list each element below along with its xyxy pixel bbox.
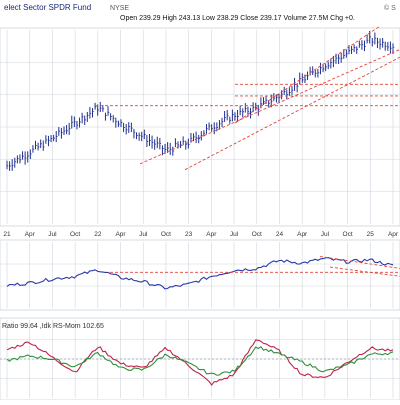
- xaxis-tick-label: 21: [3, 231, 11, 238]
- grid-layer: [0, 30, 400, 398]
- rs-line: [6, 257, 394, 290]
- xaxis-tick-label: Apr: [25, 231, 36, 238]
- xaxis-tick-label: Jul: [321, 231, 330, 238]
- xaxis-tick-label: 22: [94, 231, 102, 238]
- xaxis-tick-label: Jul: [48, 231, 57, 238]
- watermark: © S: [384, 4, 396, 12]
- xaxis-tick-label: Oct: [343, 231, 353, 238]
- trendline-layer: [95, 25, 400, 171]
- header-bar: [0, 0, 400, 22]
- xaxis-tick-label: Apr: [388, 231, 399, 238]
- rs-layer: [6, 256, 400, 290]
- rs-trend-line: [329, 266, 400, 277]
- xaxis-layer: 21 Apr Jul Oct 22 Apr Jul Oct 23 Apr Jul Oct 24 Apr Ju…: [3, 231, 399, 238]
- rs-trend-line: [319, 256, 400, 269]
- exchange-label: NYSE: [110, 5, 129, 12]
- xaxis-tick-label: Apr: [115, 231, 126, 238]
- xaxis-tick-label: 25: [367, 231, 375, 238]
- xaxis-tick-label: Oct: [161, 231, 171, 238]
- channel-lower-line: [139, 48, 400, 165]
- xaxis-tick-label: Jul: [230, 231, 239, 238]
- xaxis-tick-label: Apr: [206, 231, 217, 238]
- xaxis-tick-label: Jul: [139, 231, 148, 238]
- xaxis-tick-label: 23: [185, 231, 193, 238]
- rrg-layer: [0, 339, 400, 386]
- channel-mid-line: [184, 56, 400, 171]
- rrg-series-rs-mom: [6, 345, 394, 376]
- xaxis-tick-label: 24: [276, 231, 284, 238]
- xaxis-tick-label: Oct: [70, 231, 80, 238]
- rs-panel: [0, 239, 400, 311]
- ohlc-readout: Open 239.29 High 243.13 Low 238.29 Close…: [120, 15, 355, 22]
- fund-title: elect Sector SPDR Fund: [4, 3, 91, 12]
- xaxis-tick-label: Oct: [252, 231, 262, 238]
- rrg-label: Ratio 99.64 ,Idk RS-Mom 102.65: [2, 323, 104, 330]
- xaxis-tick-label: Apr: [297, 231, 308, 238]
- rrg-series-ratio: [6, 339, 394, 386]
- channel-upper-line: [234, 25, 381, 124]
